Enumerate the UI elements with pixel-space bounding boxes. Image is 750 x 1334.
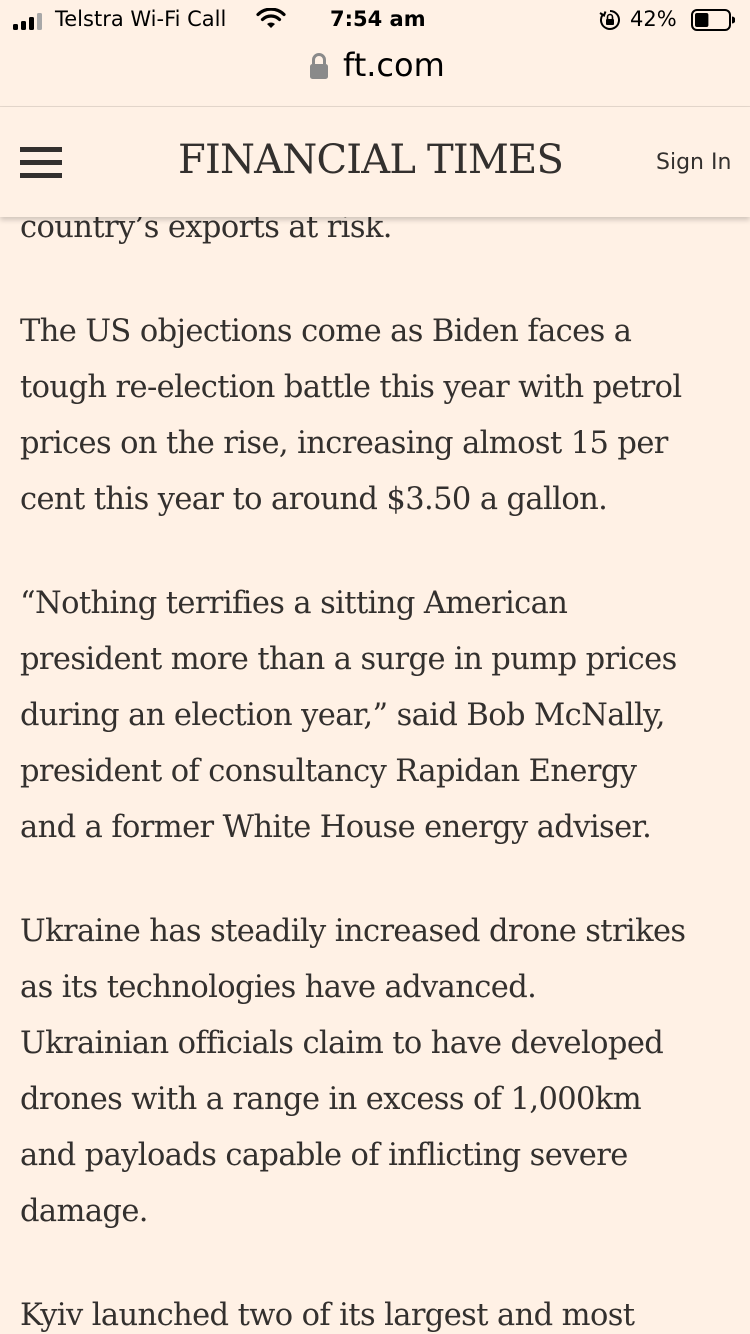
paragraph-line: prices on the rise, increasing almost 15… (20, 426, 668, 461)
article-paragraph: Kyiv launched two of its largest and mos… (20, 1288, 740, 1334)
paragraph-line: cent this year to around $3.50 a gallon. (20, 482, 608, 517)
clock: 7:54 am (330, 7, 426, 31)
address-bar[interactable]: ft.com (0, 40, 750, 106)
paragraph-line: and a former White House energy adviser. (20, 810, 652, 845)
rotation-lock-icon (599, 10, 620, 30)
paragraph-line: as its technologies have advanced. (20, 970, 537, 1005)
article-body: country’s exports at risk. The US object… (20, 200, 740, 1334)
paragraph-line: Ukrainian officials claim to have develo… (20, 1026, 664, 1061)
article-paragraph: The US objections come as Biden faces a … (20, 304, 740, 528)
battery-percentage: 42% (630, 7, 677, 31)
paragraph-line: president of consultancy Rapidan Energy (20, 754, 637, 789)
paragraph-line: drones with a range in excess of 1,000km (20, 1082, 642, 1117)
paragraph-line: and payloads capable of inflicting sever… (20, 1138, 628, 1173)
paragraph-line: damage. (20, 1194, 148, 1229)
sign-in-link[interactable]: Sign In (656, 150, 732, 175)
carrier-name: Telstra Wi-Fi Call (55, 7, 227, 31)
article-paragraph: “Nothing terrifies a sitting American pr… (20, 576, 740, 856)
site-header: FINANCIAL TIMES Sign In (0, 107, 750, 217)
paragraph-line: Ukraine has steadily increased drone str… (20, 914, 686, 949)
article-paragraph: Ukraine has steadily increased drone str… (20, 904, 740, 1240)
paragraph-line: The US objections come as Biden faces a (20, 314, 632, 349)
menu-icon[interactable] (20, 147, 62, 179)
signal-icon (13, 12, 49, 30)
url-text[interactable]: ft.com (343, 46, 445, 84)
paragraph-line: “Nothing terrifies a sitting American (20, 586, 568, 621)
paragraph-line: Kyiv launched two of its largest and mos… (20, 1298, 635, 1333)
status-bar: Telstra Wi-Fi Call 7:54 am 42% (0, 0, 750, 40)
paragraph-line: president more than a surge in pump pric… (20, 642, 677, 677)
wifi-icon (256, 8, 286, 28)
battery-icon (691, 9, 735, 31)
paragraph-line: tough re-election battle this year with … (20, 370, 682, 405)
paragraph-line: during an election year,” said Bob McNal… (20, 698, 665, 733)
lock-icon (310, 53, 328, 79)
divider (0, 106, 750, 107)
site-logo[interactable]: FINANCIAL TIMES (178, 137, 564, 183)
